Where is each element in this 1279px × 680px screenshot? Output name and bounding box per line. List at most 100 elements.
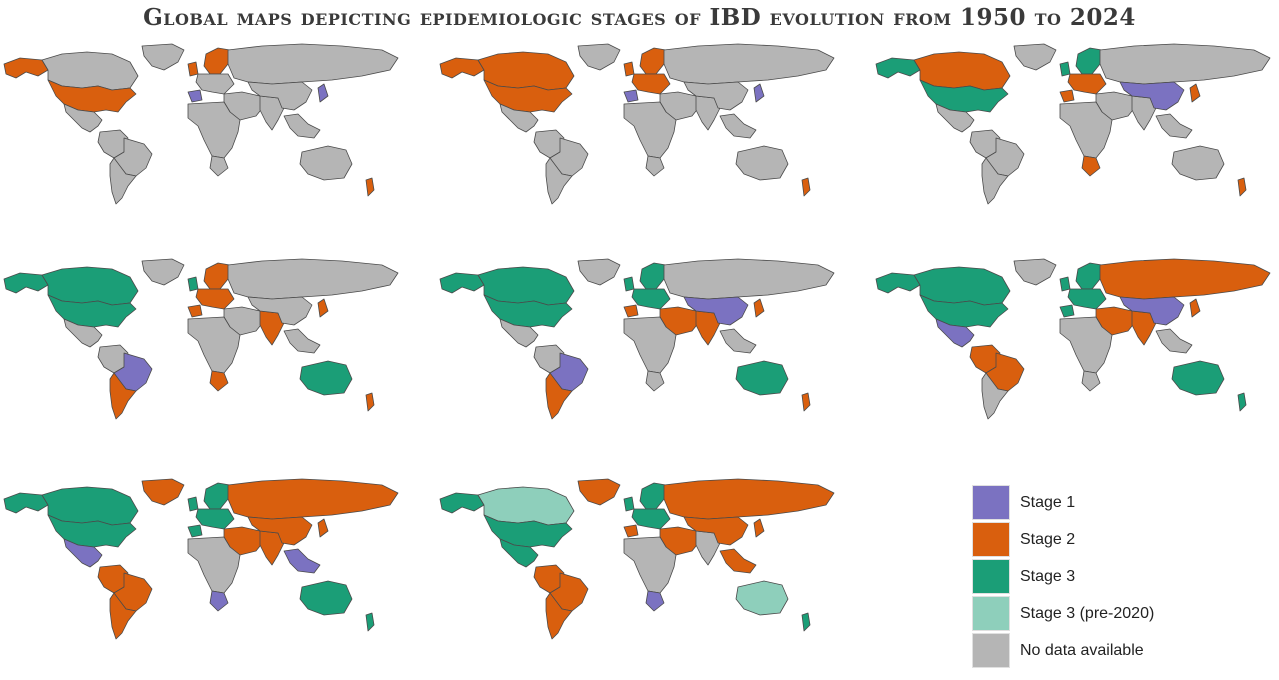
region-greenland — [577, 43, 621, 71]
region-greenland — [577, 258, 621, 286]
region-africa — [1059, 101, 1113, 159]
region-china — [683, 81, 749, 111]
region-westeu — [195, 508, 235, 530]
region-china — [683, 516, 749, 546]
region-africa — [187, 101, 241, 159]
figure-title: Global maps depicting epidemiologic stag… — [143, 4, 1136, 31]
region-africa — [623, 316, 677, 374]
world-map-panel-6 — [874, 255, 1274, 425]
region-southafrica — [209, 370, 229, 392]
region-greenland — [141, 478, 185, 506]
region-westeu — [631, 73, 671, 95]
world-map-panel-1 — [2, 40, 402, 210]
region-japan — [753, 518, 765, 538]
region-argentina — [545, 157, 573, 205]
region-mexico — [63, 538, 103, 568]
region-australia — [299, 580, 353, 616]
region-mexico — [935, 318, 975, 348]
region-seasia — [1155, 113, 1193, 139]
region-japan — [317, 83, 329, 103]
region-mexico — [63, 103, 103, 133]
region-alaska — [439, 272, 485, 294]
region-russia — [1099, 258, 1271, 300]
region-alaska — [875, 57, 921, 79]
region-mexico — [935, 103, 975, 133]
region-nz — [801, 612, 811, 632]
world-map-svg — [3, 258, 399, 420]
region-mexico — [499, 103, 539, 133]
region-westeu — [1067, 73, 1107, 95]
region-scandinavia — [203, 47, 231, 75]
region-southafrica — [645, 370, 665, 392]
region-australia — [735, 145, 789, 181]
region-iberia — [623, 524, 639, 538]
region-japan — [317, 518, 329, 538]
region-australia — [735, 580, 789, 616]
region-china — [683, 296, 749, 326]
legend-label-stage-1: Stage 1 — [1020, 493, 1076, 511]
region-greenland — [1013, 258, 1057, 286]
region-japan — [753, 298, 765, 318]
region-china — [247, 81, 313, 111]
world-map-svg — [3, 43, 399, 205]
region-argentina — [109, 372, 137, 420]
region-iberia — [623, 304, 639, 318]
region-uk — [187, 496, 199, 512]
region-china — [1119, 296, 1185, 326]
region-nz — [365, 177, 375, 197]
region-mexico — [499, 318, 539, 348]
region-nz — [365, 392, 375, 412]
region-westeu — [195, 73, 235, 95]
region-alaska — [439, 492, 485, 514]
region-nz — [1237, 392, 1247, 412]
region-uk — [1059, 276, 1071, 292]
region-uk — [623, 61, 635, 77]
region-australia — [735, 360, 789, 396]
region-greenland — [141, 258, 185, 286]
region-australia — [1171, 360, 1225, 396]
region-africa — [623, 101, 677, 159]
region-australia — [299, 145, 353, 181]
world-map-panel-3 — [874, 40, 1274, 210]
region-greenland — [1013, 43, 1057, 71]
region-westeu — [631, 288, 671, 310]
world-map-svg — [439, 258, 835, 420]
region-seasia — [283, 548, 321, 574]
region-seasia — [719, 548, 757, 574]
region-russia — [1099, 43, 1271, 85]
legend: Stage 1 Stage 2 Stage 3 Stage 3 (pre-202… — [972, 484, 1272, 669]
region-russia — [663, 478, 835, 520]
region-seasia — [1155, 328, 1193, 354]
region-southafrica — [645, 155, 665, 177]
world-map-svg — [439, 478, 835, 640]
region-seasia — [719, 113, 757, 139]
region-argentina — [545, 592, 573, 640]
region-japan — [317, 298, 329, 318]
world-map-panel-7 — [2, 475, 402, 645]
region-greenland — [577, 478, 621, 506]
region-southafrica — [209, 155, 229, 177]
legend-swatch-stage-2 — [972, 522, 1010, 557]
world-map-svg — [875, 258, 1271, 420]
world-map-panel-2 — [438, 40, 838, 210]
legend-swatch-stage-1 — [972, 485, 1010, 520]
region-alaska — [3, 272, 49, 294]
region-southafrica — [1081, 370, 1101, 392]
region-china — [247, 296, 313, 326]
legend-swatch-stage-3-pre-2020 — [972, 596, 1010, 631]
region-argentina — [981, 157, 1009, 205]
region-africa — [187, 536, 241, 594]
region-iberia — [623, 89, 639, 103]
region-seasia — [719, 328, 757, 354]
region-nz — [801, 392, 811, 412]
region-iberia — [187, 304, 203, 318]
legend-item-stage-3-pre-2020: Stage 3 (pre-2020) — [972, 595, 1272, 632]
region-russia — [663, 43, 835, 85]
region-japan — [753, 83, 765, 103]
region-uk — [1059, 61, 1071, 77]
region-iberia — [187, 89, 203, 103]
region-uk — [623, 276, 635, 292]
world-map-svg — [439, 43, 835, 205]
region-scandinavia — [203, 262, 231, 290]
region-westeu — [195, 288, 235, 310]
